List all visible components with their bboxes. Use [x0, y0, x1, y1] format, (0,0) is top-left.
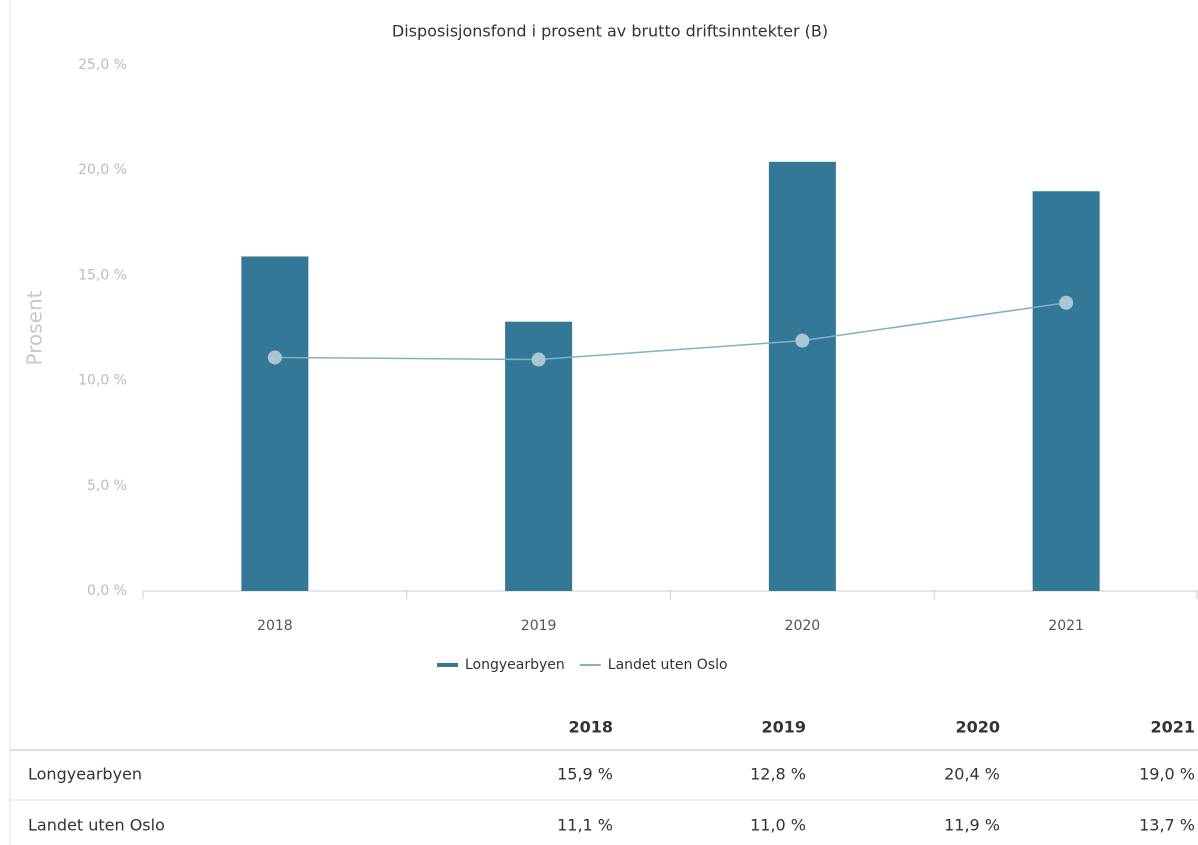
y-tick-label: 10,0 %: [78, 373, 127, 389]
table-cell: 11,9 %: [944, 816, 1000, 835]
bar: [1032, 191, 1100, 592]
y-tick-label: 20,0 %: [78, 162, 127, 178]
y-tick-label: 15,0 %: [78, 267, 127, 283]
bar: [505, 321, 573, 591]
table-cell: 15,9 %: [557, 765, 613, 784]
y-tick-label: 5,0 %: [87, 478, 127, 494]
y-tick-label: 25,0 %: [78, 57, 127, 73]
line-marker: [267, 350, 282, 365]
chart-title: Disposisjonsfond i prosent av brutto dri…: [392, 22, 828, 41]
x-tick-label: 2019: [521, 618, 557, 634]
x-tick-label: 2020: [785, 618, 821, 634]
y-tick-label: 0,0 %: [87, 583, 127, 599]
table-cell: 12,8 %: [750, 765, 806, 784]
table-cell: 19,0 %: [1139, 765, 1195, 784]
legend-label: Longyearbyen: [465, 657, 565, 673]
table-row-label: Longyearbyen: [28, 765, 142, 784]
y-axis-label: Prosent: [23, 290, 47, 365]
table-cell: 11,0 %: [750, 816, 806, 835]
table-row-label: Landet uten Oslo: [28, 816, 165, 835]
table-header: 2018: [568, 718, 613, 737]
table-cell: 20,4 %: [944, 765, 1000, 784]
x-tick-label: 2021: [1048, 618, 1084, 634]
table-cell: 13,7 %: [1139, 816, 1195, 835]
table-header: 2021: [1150, 718, 1195, 737]
x-tick-label: 2018: [257, 618, 293, 634]
line-marker: [531, 352, 546, 367]
line-marker: [795, 333, 810, 348]
line-marker: [1059, 295, 1074, 310]
bar: [241, 256, 309, 591]
legend-label: Landet uten Oslo: [608, 657, 728, 673]
table-cell: 11,1 %: [557, 816, 613, 835]
table-header: 2019: [761, 718, 806, 737]
line: [274, 302, 1067, 361]
table-header: 2020: [955, 718, 1000, 737]
bar: [768, 161, 836, 591]
